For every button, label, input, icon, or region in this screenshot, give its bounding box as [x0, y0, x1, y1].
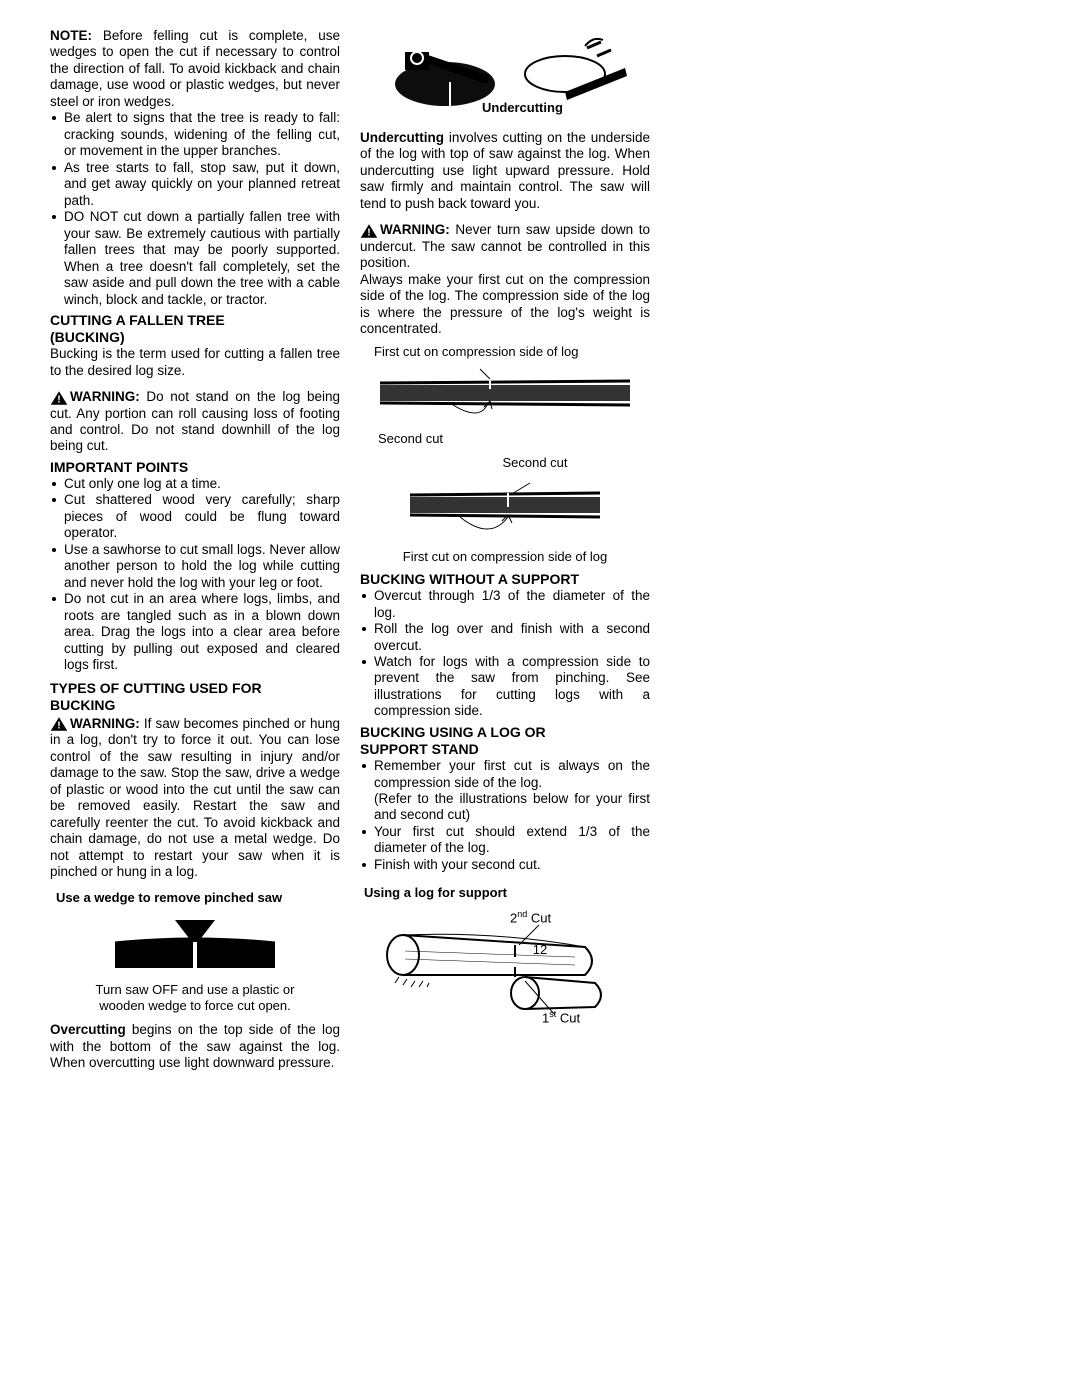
list-item: Cut only one log at a time. [50, 476, 340, 492]
list-item: Finish with your second cut. [360, 857, 650, 873]
list-item: Your first cut should extend 1/3 of the … [360, 824, 650, 857]
bullets-d: Remember your first cut is always on the… [360, 758, 650, 873]
fig1-wedge [50, 912, 340, 976]
warning-icon: ! [360, 223, 378, 239]
warning-1: ! WARNING: Do not stand on the log being… [50, 389, 340, 455]
svg-text:!: ! [367, 226, 371, 238]
fig2-label-under: Undercutting [482, 100, 563, 116]
list-item: Use a sawhorse to cut small logs. Never … [50, 542, 340, 591]
list-item: Remember your first cut is always on the… [360, 758, 650, 824]
bullets-c: Overcut through 1/3 of the diameter of t… [360, 588, 650, 720]
note-paragraph: NOTE: Before felling cut is complete, us… [50, 28, 340, 110]
bullets-a: Be alert to signs that the tree is ready… [50, 110, 340, 308]
warning-icon: ! [50, 390, 68, 406]
left-column: NOTE: Before felling cut is complete, us… [50, 28, 340, 1071]
fig1-caption: Use a wedge to remove pinched saw [56, 890, 340, 906]
warning-3: ! WARNING: Never turn saw upside down to… [360, 222, 650, 271]
overcutting-label: Overcutting [50, 1022, 126, 1037]
undercutting-label: Undercutting [360, 130, 444, 145]
fig4-cut1: 1st Cut [542, 1009, 580, 1026]
fig4-cut2: 2nd Cut [510, 909, 551, 926]
compression-text: Always make your first cut on the compre… [360, 272, 650, 338]
fig3-mid1: Second cut [378, 431, 650, 447]
fig2-label-over: Overcutting [404, 40, 477, 56]
note-label: NOTE: [50, 28, 92, 43]
fig3-top-label: First cut on compression side of log [374, 344, 650, 360]
overcutting-paragraph: Overcutting begins on the top side of th… [50, 1022, 340, 1071]
svg-text:!: ! [57, 393, 61, 405]
heading-important: IMPORTANT POINTS [50, 459, 340, 476]
svg-text:!: ! [57, 720, 61, 732]
list-item: As tree starts to fall, stop saw, put it… [50, 160, 340, 209]
note-text: Before felling cut is complete, use wedg… [50, 28, 340, 109]
list-item: Watch for logs with a compression side t… [360, 654, 650, 720]
list-item: Do not cut in an area where logs, limbs,… [50, 591, 340, 673]
heading-types: TYPES OF CUTTING USED FOR BUCKING [50, 680, 340, 714]
fig3-log2 [360, 477, 650, 543]
page-number: 12 [533, 942, 547, 957]
bullets-b: Cut only one log at a time. Cut shattere… [50, 476, 340, 674]
fig4-log-support: 2nd Cut 1st Cut [360, 907, 650, 1027]
bucking-intro: Bucking is the term used for cutting a f… [50, 346, 340, 379]
fig3-mid2: Second cut [420, 455, 650, 471]
warning-label: WARNING: [380, 222, 450, 237]
right-column: Overcutting Undercutting Undercutting in… [360, 28, 650, 1071]
list-item: DO NOT cut down a partially fallen tree … [50, 209, 340, 308]
fig3-bottom-label: First cut on compression side of log [360, 549, 650, 565]
fig4-caption: Using a log for support [364, 885, 650, 901]
heading-without-support: BUCKING WITHOUT A SUPPORT [360, 571, 650, 588]
warning-text: If saw becomes pinched or hung in a log,… [50, 716, 340, 879]
list-item: Be alert to signs that the tree is ready… [50, 110, 340, 159]
list-item: Roll the log over and finish with a seco… [360, 621, 650, 654]
warning-icon: ! [50, 716, 68, 732]
heading-support-stand: BUCKING USING A LOG OR SUPPORT STAND [360, 724, 650, 758]
fig2-over-under: Overcutting Undercutting [360, 34, 650, 124]
fig3-log1 [360, 365, 650, 425]
warning-2: ! WARNING: If saw becomes pinched or hun… [50, 716, 340, 881]
list-item: Overcut through 1/3 of the diameter of t… [360, 588, 650, 621]
warning-label: WARNING: [70, 716, 140, 731]
heading-cutting-fallen: CUTTING A FALLEN TREE (BUCKING) [50, 312, 340, 346]
fig1-sub: Turn saw OFF and use a plastic or wooden… [50, 982, 340, 1014]
warning-label: WARNING: [70, 389, 140, 404]
undercutting-paragraph: Undercutting involves cutting on the und… [360, 130, 650, 212]
list-item: Cut shattered wood very carefully; sharp… [50, 492, 340, 541]
